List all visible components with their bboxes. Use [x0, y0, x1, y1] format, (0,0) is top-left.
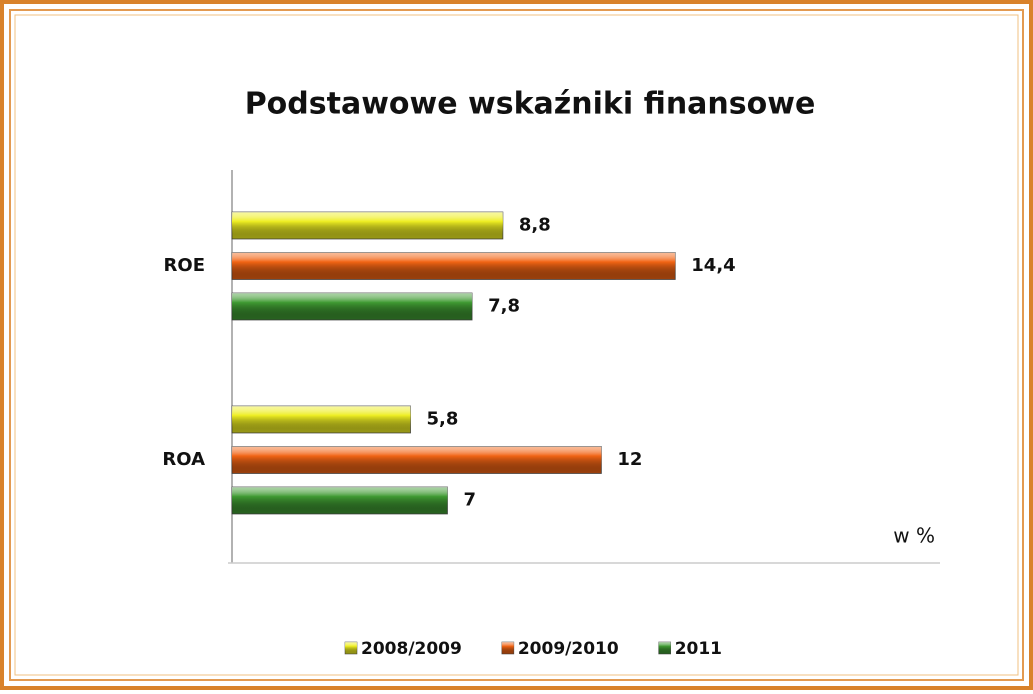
data-label: 8,8: [519, 215, 551, 236]
data-label: 5,8: [427, 409, 459, 430]
data-label: 7: [463, 490, 476, 511]
bar-shade: [232, 487, 448, 514]
legend-swatch-shade: [501, 642, 514, 654]
bar-shade: [232, 406, 411, 433]
unit-annotation: w %: [893, 524, 935, 548]
chart-title: Podstawowe wskaźniki finansowe: [245, 87, 816, 122]
y-tick-label: ROE: [164, 255, 205, 276]
data-label: 12: [617, 449, 642, 470]
data-label: 7,8: [488, 296, 520, 317]
bar-shade: [232, 212, 503, 239]
legend-label: 2009/2010: [518, 639, 619, 659]
legend-swatch-shade: [658, 642, 671, 654]
bar-shade: [232, 446, 602, 474]
bar-shade: [232, 293, 473, 320]
legend-label: 2011: [675, 639, 722, 659]
y-tick-label: ROA: [162, 449, 205, 470]
data-label: 14,4: [691, 255, 735, 276]
bar-shade: [232, 252, 676, 280]
legend-label: 2008/2009: [361, 639, 462, 659]
legend-swatch-shade: [345, 642, 357, 654]
frame-line: [14, 14, 1019, 676]
frame-inner: [9, 9, 1024, 681]
